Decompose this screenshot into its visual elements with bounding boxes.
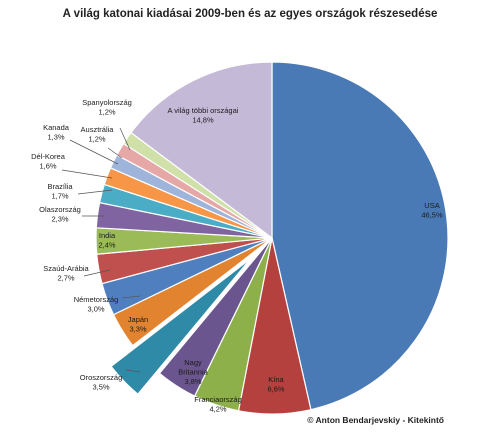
leader-line-kanada xyxy=(69,139,119,165)
slice-label-a-vilag-tobbi-orszagai: A világ többi országai 14,8% xyxy=(168,106,239,125)
leader-line-nemetorszag xyxy=(121,295,141,299)
leader-line-brazilia xyxy=(77,189,113,195)
slice-label-usa: USA 46,5% xyxy=(421,201,443,220)
leader-line-del-korea xyxy=(61,169,113,179)
slice-label-ausztralia: Ausztrália 1,2% xyxy=(81,125,115,144)
slice-label-oroszorszag: Oroszország 3,5% xyxy=(80,373,123,392)
slice-label-szaud-arabia: Szaúd-Arábia 2,7% xyxy=(43,264,89,283)
pie-slice-oroszorszag xyxy=(110,258,251,396)
slice-label-nemetorszag: Németország 3,0% xyxy=(74,295,119,314)
slice-label-japan: Japán 3,3% xyxy=(128,315,148,334)
leader-line-oroszorszag xyxy=(125,369,141,373)
slice-label-nagy-britannia: Nagy Britannia 3,8% xyxy=(178,358,208,386)
slice-label-spanyolorszag: Spanyolország 1,2% xyxy=(82,98,132,117)
slice-label-kina: Kína 6,6% xyxy=(267,375,284,394)
slice-label-india: India 2,4% xyxy=(98,231,116,250)
credit-text: © Anton Bendarjevskiy - Kitekintő xyxy=(307,415,444,425)
pie-slice-a-vilag-tobbi-orszagai xyxy=(130,61,273,240)
slice-label-franciaorszag: Franciaország 4,2% xyxy=(194,395,242,414)
pie-slice-usa xyxy=(271,61,449,411)
leader-line-ausztralia xyxy=(107,147,123,159)
leader-line-spanyolorszag xyxy=(119,127,131,151)
slice-label-kanada: Kanada 1,3% xyxy=(43,123,70,142)
pie-slice-nagy-britannia xyxy=(158,237,273,397)
chart-title: A világ katonai kiadásai 2009-ben és az … xyxy=(62,8,438,20)
leader-line-szaud-arabia xyxy=(83,269,111,277)
slice-label-del-korea: Dél-Korea 1,6% xyxy=(31,152,66,171)
slice-label-brazilia: Brazília 1,7% xyxy=(47,182,73,201)
slice-label-olaszorszag: Olaszország 2,3% xyxy=(39,205,81,224)
